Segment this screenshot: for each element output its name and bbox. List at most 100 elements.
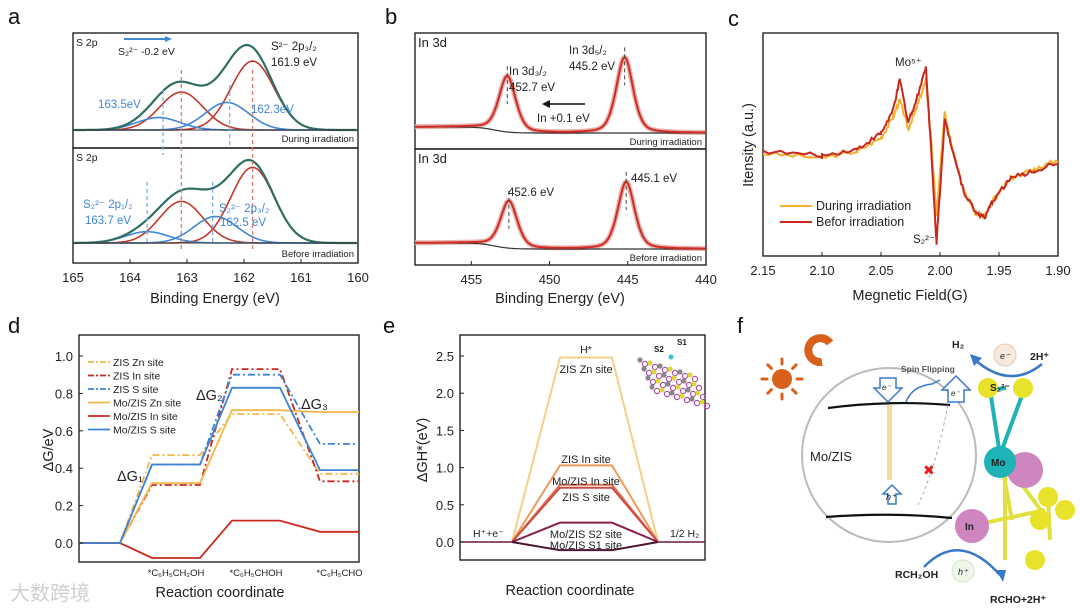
s22-2p12-value: 163.7 eV [85, 215, 131, 227]
atom [641, 360, 649, 368]
atom [687, 372, 693, 378]
atom [649, 378, 657, 386]
in3d52-value: 445.2 eV [569, 61, 615, 73]
x-category-label: *C₆H₅CHOH [229, 568, 282, 579]
atom [665, 381, 671, 387]
x-tick-label: 2.15 [750, 263, 775, 278]
y-axis-label: ΔG/eV [41, 428, 57, 471]
spin-flip-arrow [905, 379, 941, 403]
atom [685, 381, 693, 389]
plot-frame [459, 334, 706, 561]
adsorption-profile-1 [511, 464, 659, 543]
atom [641, 366, 647, 372]
s1-label: S1 [677, 338, 687, 347]
fit-peak-0-1 [73, 60, 357, 131]
x-tick-label: 165 [62, 270, 84, 285]
mo-atom [668, 354, 674, 360]
molecular-structure [955, 378, 1075, 570]
mo-label: Mo [991, 458, 1005, 469]
hole-arrow-icon [881, 483, 903, 505]
x-tick-label: 164 [119, 270, 141, 285]
h-star-label: H* [580, 344, 592, 356]
envelope-bottom [73, 158, 357, 245]
atom [661, 366, 669, 374]
electron-bubble [993, 343, 1017, 367]
y-tick-label: 0.0 [55, 536, 73, 551]
condition-label: During irradiation [282, 134, 354, 145]
recombination-path [917, 404, 949, 506]
energy-profile-3 [79, 409, 359, 544]
in3d32-label: In 3d₃/₂ [509, 66, 547, 78]
panel-label-b: b [385, 4, 397, 29]
atom [661, 372, 667, 378]
atom [671, 369, 679, 377]
atom [653, 387, 661, 395]
excitation-arrow [887, 405, 892, 480]
adsorption-profile-5 [511, 541, 659, 552]
delta-g2-label: ΔG₂ [196, 388, 223, 404]
y-tick-label: 0.5 [436, 498, 454, 513]
shift-arrowhead [165, 36, 172, 42]
legend-label: Mo/ZIS Zn site [113, 398, 181, 410]
condition-label: Before irradiation [282, 249, 354, 260]
in-bottom-p1-value: 452.6 eV [508, 187, 554, 199]
atom [679, 393, 685, 399]
delta-g1-label: ΔG₁ [117, 469, 143, 485]
sulfur-atom [1055, 500, 1075, 520]
x-tick-label: 161 [290, 270, 312, 285]
sulfur-atom [978, 378, 998, 398]
oxidation-arrow [923, 549, 1001, 576]
legend-label: Mo/ZIS S site [113, 425, 176, 437]
atom [657, 363, 663, 369]
h2-label: H₂ [952, 339, 965, 351]
s22-2p32-value: 162.5 eV [220, 217, 266, 229]
sulfur-atom [1025, 550, 1045, 570]
y-tick-label: 1.0 [55, 349, 73, 364]
subplot-label: S 2p [76, 37, 98, 49]
in3d32-value: 452.7 eV [509, 82, 555, 94]
delta-g3-label: ΔG₃ [301, 397, 328, 413]
sun-disc [772, 369, 792, 389]
hole-bubble-label: h⁺ [958, 567, 969, 577]
in-bottom-p2-value: 445.1 eV [631, 173, 677, 185]
in-shift-label: In +0.1 eV [537, 113, 590, 125]
sulfur-atom [1030, 510, 1050, 530]
electron-bubble-label: e⁻ [1000, 351, 1011, 361]
panel-label-d: d [8, 313, 20, 338]
atom [645, 375, 651, 381]
plot-frame [78, 334, 360, 563]
atom [655, 372, 663, 380]
blue-peak-2-label: 162.3eV [251, 104, 294, 116]
panel-label-c: c [728, 6, 739, 31]
atom [681, 378, 687, 384]
magnet-icon [804, 334, 834, 367]
molybdenum-atom [984, 446, 1016, 478]
sun-ray [791, 388, 798, 395]
atom [659, 381, 667, 389]
atom [637, 357, 643, 363]
atom [649, 384, 655, 390]
legend-label: During irradiation [816, 199, 911, 213]
x-axis-label: Megnetic Field(G) [852, 288, 967, 304]
s2-peak-value: 161.9 eV [271, 57, 317, 69]
atom [677, 369, 683, 375]
sulfur-atom [1038, 487, 1058, 507]
sun-ray [766, 363, 773, 370]
legend-label: Befor irradiation [816, 215, 904, 229]
hole-label: h⁺ [886, 492, 897, 502]
reduction-arrow [974, 359, 1043, 378]
watermark: 大数跨境 [10, 582, 90, 605]
x-axis-label: Binding Energy (eV) [495, 291, 625, 307]
s2-label: S₂²⁻ [990, 383, 1010, 394]
x-tick-label: 1.90 [1045, 263, 1070, 278]
site-label: Mo/ZIS S2 site [550, 529, 622, 541]
panel-label-e: e [383, 313, 395, 338]
y-tick-label: 0.6 [55, 424, 73, 439]
spin-down-electron-icon [872, 377, 904, 404]
atom [675, 384, 681, 390]
alcohol-label: RCH₂OH [895, 569, 938, 581]
x-category-label: *C₆H₅CHO [316, 568, 362, 579]
atom [663, 390, 671, 398]
adsorption-profile-3 [511, 486, 659, 543]
